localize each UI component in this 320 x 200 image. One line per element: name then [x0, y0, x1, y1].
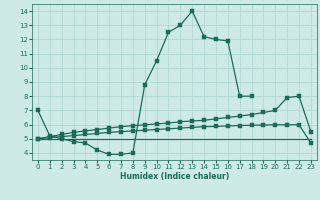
- X-axis label: Humidex (Indice chaleur): Humidex (Indice chaleur): [120, 172, 229, 181]
